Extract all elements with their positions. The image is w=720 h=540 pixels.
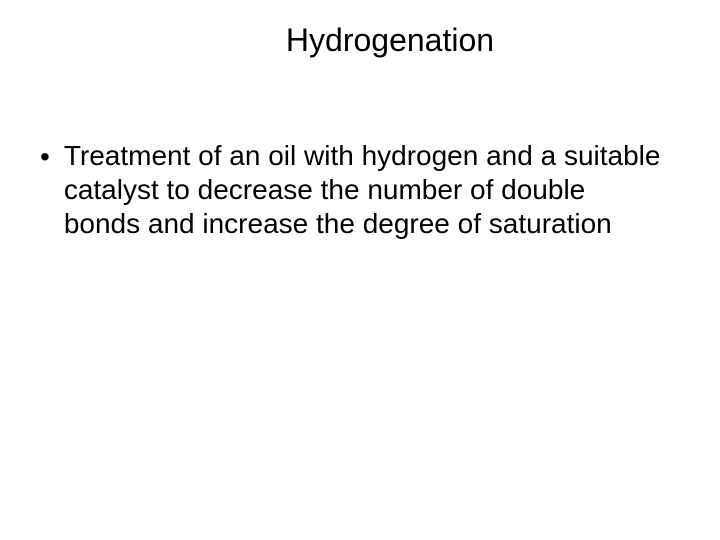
slide-title: Hydrogenation [0,0,720,59]
content-area: • Treatment of an oil with hydrogen and … [0,59,720,241]
bullet-text: Treatment of an oil with hydrogen and a … [64,139,664,241]
bullet-marker: • [40,139,64,174]
bullet-item: • Treatment of an oil with hydrogen and … [40,139,664,241]
